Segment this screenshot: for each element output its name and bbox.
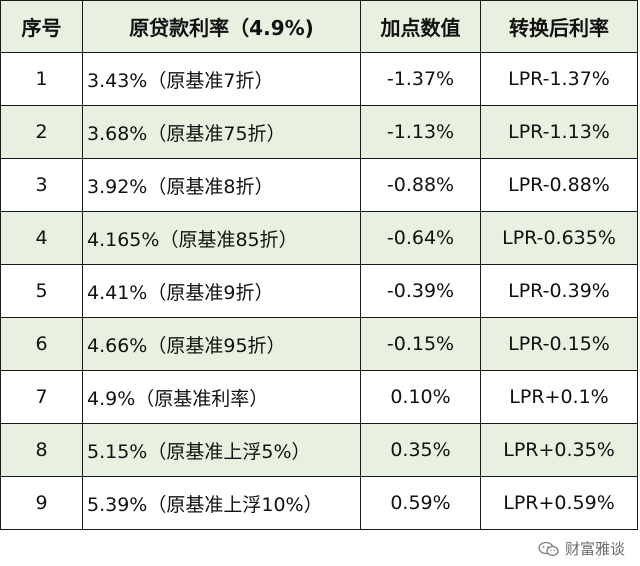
table-row: 6 4.66%（原基准95折） -0.15% LPR-0.15% xyxy=(0,317,638,371)
table-row: 9 5.39%（原基准上浮10%） 0.59% LPR+0.59% xyxy=(0,476,638,530)
header-index: 序号 xyxy=(0,0,83,53)
row-index: 9 xyxy=(0,476,83,530)
converted-rate-cell: LPR+0.59% xyxy=(480,476,638,530)
add-points-cell: -1.37% xyxy=(360,52,481,106)
original-rate-cell: 5.15%（原基准上浮5%） xyxy=(82,423,361,477)
original-rate-cell: 5.39%（原基准上浮10%） xyxy=(82,476,361,530)
original-rate-cell: 4.66%（原基准95折） xyxy=(82,317,361,371)
add-points-cell: -0.64% xyxy=(360,211,481,265)
header-add-points: 加点数值 xyxy=(360,0,481,53)
watermark: 财富雅谈 xyxy=(538,538,625,559)
table-row: 8 5.15%（原基准上浮5%） 0.35% LPR+0.35% xyxy=(0,423,638,477)
header-original-rate: 原贷款利率（4.9%) xyxy=(82,0,361,53)
watermark-text: 财富雅谈 xyxy=(564,540,625,558)
converted-rate-cell: LPR-1.13% xyxy=(480,105,638,159)
converted-rate-cell: LPR-0.635% xyxy=(480,211,638,265)
table-row: 1 3.43%（原基准7折） -1.37% LPR-1.37% xyxy=(0,52,638,106)
row-index: 4 xyxy=(0,211,83,265)
table-row: 3 3.92%（原基准8折） -0.88% LPR-0.88% xyxy=(0,158,638,212)
table-header-row: 序号 原贷款利率（4.9%) 加点数值 转换后利率 xyxy=(0,0,638,53)
original-rate-cell: 4.165%（原基准85折） xyxy=(82,211,361,265)
wechat-icon xyxy=(538,541,559,556)
original-rate-cell: 4.9%（原基准利率） xyxy=(82,370,361,424)
row-index: 5 xyxy=(0,264,83,318)
original-rate-cell: 3.68%（原基准75折） xyxy=(82,105,361,159)
add-points-cell: -0.39% xyxy=(360,264,481,318)
table-row: 7 4.9%（原基准利率） 0.10% LPR+0.1% xyxy=(0,370,638,424)
row-index: 6 xyxy=(0,317,83,371)
table-row: 2 3.68%（原基准75折） -1.13% LPR-1.13% xyxy=(0,105,638,159)
row-index: 2 xyxy=(0,105,83,159)
row-index: 7 xyxy=(0,370,83,424)
row-index: 3 xyxy=(0,158,83,212)
row-index: 1 xyxy=(0,52,83,106)
converted-rate-cell: LPR-0.15% xyxy=(480,317,638,371)
add-points-cell: 0.35% xyxy=(360,423,481,477)
original-rate-cell: 3.92%（原基准8折） xyxy=(82,158,361,212)
header-converted-rate: 转换后利率 xyxy=(480,0,638,53)
converted-rate-cell: LPR+0.1% xyxy=(480,370,638,424)
table-footer-space: 财富雅谈 xyxy=(0,531,637,566)
add-points-cell: -0.15% xyxy=(360,317,481,371)
add-points-cell: -1.13% xyxy=(360,105,481,159)
original-rate-cell: 3.43%（原基准7折） xyxy=(82,52,361,106)
converted-rate-cell: LPR-0.88% xyxy=(480,158,638,212)
table-row: 4 4.165%（原基准85折） -0.64% LPR-0.635% xyxy=(0,211,638,265)
row-index: 8 xyxy=(0,423,83,477)
loan-rate-table: 序号 原贷款利率（4.9%) 加点数值 转换后利率 1 3.43%（原基准7折）… xyxy=(0,0,638,530)
add-points-cell: 0.59% xyxy=(360,476,481,530)
add-points-cell: -0.88% xyxy=(360,158,481,212)
add-points-cell: 0.10% xyxy=(360,370,481,424)
table-row: 5 4.41%（原基准9折） -0.39% LPR-0.39% xyxy=(0,264,638,318)
original-rate-cell: 4.41%（原基准9折） xyxy=(82,264,361,318)
converted-rate-cell: LPR+0.35% xyxy=(480,423,638,477)
converted-rate-cell: LPR-1.37% xyxy=(480,52,638,106)
converted-rate-cell: LPR-0.39% xyxy=(480,264,638,318)
